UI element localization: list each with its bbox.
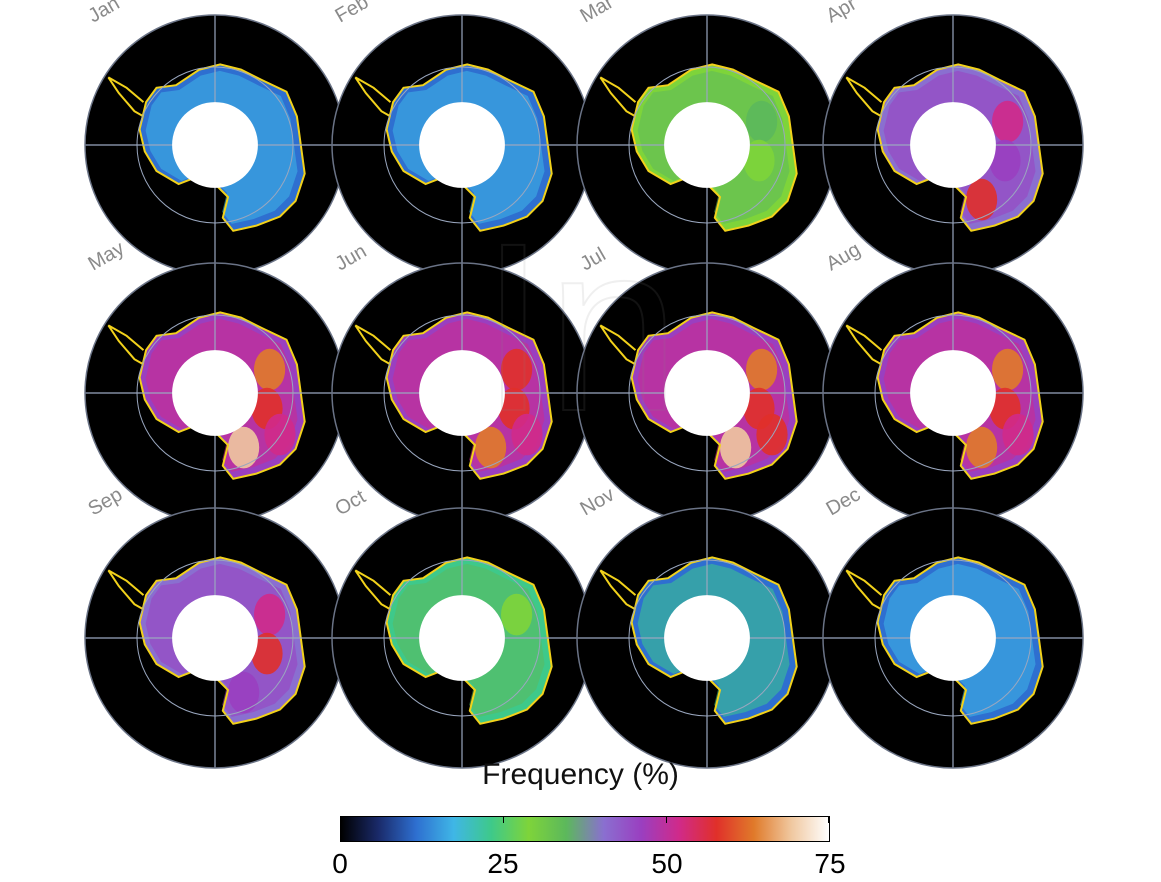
antarctic-peninsula xyxy=(599,76,637,118)
antarctic-peninsula xyxy=(354,569,392,611)
map-panel-may: May xyxy=(84,237,346,524)
antarctic-peninsula xyxy=(845,76,883,118)
pole-hole xyxy=(419,102,505,188)
map-panel-jun: Jun xyxy=(331,240,593,524)
colorbar xyxy=(340,816,830,842)
antarctic-peninsula xyxy=(107,76,145,118)
coastline xyxy=(385,63,553,232)
pole-hole xyxy=(664,102,750,188)
colorbar-tick-50: 50 xyxy=(651,848,683,879)
antarctic-peninsula xyxy=(845,569,883,611)
map-panel-mar: Mar xyxy=(576,0,838,276)
frequency-hotspot xyxy=(756,413,788,456)
antarctic-peninsula xyxy=(599,569,637,611)
frequency-hotspot xyxy=(989,139,1021,182)
coastline xyxy=(876,556,1044,725)
map-panel-nov: Nov xyxy=(576,483,838,769)
coastline xyxy=(876,63,1044,232)
pole-hole xyxy=(419,595,505,681)
coastline xyxy=(630,63,798,232)
antarctic-peninsula xyxy=(107,569,145,611)
frequency-hotspot xyxy=(254,348,286,391)
month-label: Jul xyxy=(577,243,610,275)
colorbar-tick-25: 25 xyxy=(487,848,519,879)
frequency-hotspot xyxy=(228,671,260,714)
frequency-hotspot xyxy=(511,413,543,456)
frequency-hotspot xyxy=(1002,413,1034,456)
frequency-hotspot xyxy=(992,348,1024,391)
colorbar-tick-mark xyxy=(828,817,829,823)
coastline xyxy=(876,311,1044,480)
pole-hole xyxy=(910,102,996,188)
pole-hole xyxy=(172,595,258,681)
antarctic-peninsula xyxy=(354,324,392,366)
colorbar-tick-mark xyxy=(503,817,505,823)
pole-hole xyxy=(910,595,996,681)
map-panel-jan: Jan xyxy=(84,0,346,276)
month-label: Aug xyxy=(823,238,865,275)
month-label: Nov xyxy=(577,483,619,520)
frequency-hotspot xyxy=(228,426,260,469)
month-label: Dec xyxy=(823,483,865,520)
antarctic-peninsula xyxy=(599,324,637,366)
map-panel-feb: Feb xyxy=(331,0,593,276)
frequency-hotspot xyxy=(500,593,533,636)
month-label: Feb xyxy=(332,0,373,27)
map-panel-jul: Jul xyxy=(576,243,838,524)
month-label: Jan xyxy=(85,0,124,27)
frequency-hotspot xyxy=(720,426,752,469)
pole-hole xyxy=(664,350,750,436)
map-panel-dec: Dec xyxy=(822,483,1084,769)
antarctic-peninsula xyxy=(107,324,145,366)
colorbar-tick-mark xyxy=(665,817,667,823)
pole-hole xyxy=(172,102,258,188)
colorbar-tick-75: 75 xyxy=(814,848,846,879)
month-label: Apr xyxy=(823,0,861,27)
frequency-hotspot xyxy=(966,426,998,469)
colorbar-tick-0: 0 xyxy=(332,848,348,879)
frequency-hotspot xyxy=(966,178,998,221)
month-label: Mar xyxy=(577,0,618,27)
coastline xyxy=(630,311,798,480)
frequency-hotspot xyxy=(264,413,296,456)
frequency-hotspot xyxy=(251,632,283,675)
month-label: Oct xyxy=(332,485,370,520)
coastline xyxy=(630,556,798,725)
map-panel-aug: Aug xyxy=(822,238,1084,524)
frequency-hotspot xyxy=(746,348,778,391)
map-panel-oct: Oct xyxy=(331,485,593,769)
month-label: Sep xyxy=(85,483,127,520)
coastline xyxy=(138,556,306,725)
month-label: May xyxy=(85,237,129,275)
frequency-hotspot xyxy=(743,139,775,182)
coastline xyxy=(385,311,553,480)
pole-hole xyxy=(664,595,750,681)
map-border xyxy=(822,507,1084,769)
colorbar-title: Frequency (%) xyxy=(482,758,679,791)
map-panel-sep: Sep xyxy=(84,483,346,769)
pole-hole xyxy=(172,350,258,436)
frequency-hotspot xyxy=(254,593,286,636)
frequency-hotspot xyxy=(500,348,533,391)
month-label: Jun xyxy=(332,240,371,275)
coastline xyxy=(138,311,306,480)
coastline xyxy=(385,556,553,725)
antarctic-peninsula xyxy=(845,324,883,366)
frequency-hotspot xyxy=(746,100,778,143)
coastline xyxy=(138,63,306,232)
map-panel-apr: Apr xyxy=(822,0,1084,276)
colorbar-tick-mark xyxy=(341,817,342,823)
frequency-hotspot xyxy=(475,426,507,469)
pole-hole xyxy=(419,350,505,436)
pole-hole xyxy=(910,350,996,436)
antarctic-peninsula xyxy=(354,76,392,118)
frequency-hotspot xyxy=(992,100,1024,143)
